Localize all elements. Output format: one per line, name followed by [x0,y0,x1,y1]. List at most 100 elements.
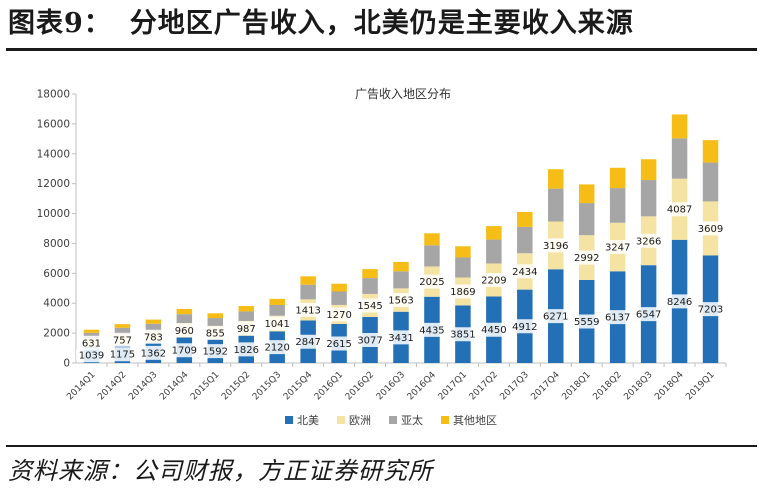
x-tick-label: 2016Q4 [406,370,439,403]
bar-segment [145,319,162,324]
data-label-bg [664,294,695,309]
bar-segment [424,245,440,267]
x-tick-label: 2016Q1 [313,370,345,402]
data-label: 1545 [357,301,382,312]
bar-segment [362,269,378,279]
bottom-rule [6,445,757,447]
data-label: 2847 [295,337,320,348]
bar-segment [517,226,533,254]
y-tick-label: 14000 [37,148,70,160]
data-label: 2025 [419,277,444,288]
data-label-bg [323,336,355,351]
data-label: 6137 [605,313,630,324]
bar-segment [578,184,595,204]
data-label-bg [633,233,665,248]
data-label: 6271 [543,312,568,323]
legend-label: 亚太 [401,414,423,427]
bar-segment [269,305,285,316]
data-label-bg [141,329,166,344]
data-label-bg [664,202,695,217]
y-tick-label: 10000 [37,208,70,220]
data-label: 1563 [388,296,413,307]
bar-segment [517,211,533,227]
bar-segment [486,226,502,240]
x-tick-label: 2015Q2 [220,370,252,402]
data-label: 1869 [450,287,475,298]
bar-segment [83,332,100,339]
data-label-bg [695,302,726,317]
data-label: 631 [82,338,101,349]
data-label: 4450 [481,325,506,336]
data-label: 4087 [667,205,692,216]
data-label: 6547 [636,310,661,321]
data-label-bg [354,298,386,313]
bar-segment [640,180,657,217]
legend-swatch [337,416,345,424]
bar-segment [362,278,378,294]
x-tick-label: 2017Q3 [499,370,531,402]
x-tick-label: 2014Q4 [158,370,191,403]
data-label: 1709 [172,346,197,357]
data-label-bg [571,314,603,329]
bar-segment [548,169,564,189]
data-label-bg [602,240,634,255]
bar-segment [609,188,626,223]
data-label: 3609 [698,224,723,235]
data-label: 783 [144,332,163,343]
bar-segment [114,327,131,335]
x-tick-label: 2017Q2 [468,370,500,402]
data-label: 2992 [574,253,599,264]
data-label-bg [261,316,293,331]
bar-segment [640,159,657,181]
data-label-bg [571,250,603,265]
data-label: 8246 [667,297,692,308]
data-label: 2434 [512,267,537,278]
data-label: 1826 [234,345,259,356]
figure-title: 图表9： 分地区广告收入，北美仍是主要收入来源 [8,4,634,44]
y-tick-label: 12000 [37,178,70,190]
data-label: 3851 [450,330,475,341]
bar-segment [238,306,254,312]
data-label: 7203 [698,305,723,316]
data-label-bg [172,323,197,338]
x-tick-label: 2014Q2 [96,370,128,402]
x-tick-label: 2014Q1 [65,370,97,402]
data-label-bg [385,293,417,308]
data-label: 1270 [326,310,351,321]
data-label: 1362 [141,348,166,359]
data-label-bg [540,309,572,324]
x-tick-label: 2015Q4 [282,370,315,403]
data-label-bg [230,342,262,357]
data-label: 2209 [481,275,506,286]
chart-data-labels: 1039 631 1175 757 1362 783 1709 960 1592 855 1826 9… [76,202,726,363]
bar-segment [269,298,285,306]
bar-segment [300,284,316,300]
data-label: 3196 [543,241,568,252]
bar-segment [702,140,719,163]
data-label-bg [292,302,324,317]
x-tick-label: 2017Q1 [437,370,469,402]
bar-segment [578,203,595,236]
data-label-bg [233,321,259,336]
data-label-bg [695,221,726,236]
data-label-bg [107,347,138,362]
x-tick-label: 2018Q1 [561,370,593,402]
data-label-bg [110,332,135,347]
bar-segment [671,138,688,179]
data-label-bg [292,334,324,349]
bar-segment [455,257,471,278]
bar-segment [455,246,471,258]
data-label: 960 [175,326,194,337]
bar-segment [331,283,347,292]
bar-segment [207,318,224,327]
data-label-bg [416,322,448,337]
x-tick-label: 2016Q3 [375,370,407,402]
data-label-bg [509,319,541,334]
data-label-bg [323,307,355,322]
bar-segment [331,291,347,305]
source-note: 资料来源：公司财报，方正证券研究所 [8,457,433,485]
data-label-bg [540,238,572,253]
bar-segment [702,162,719,202]
y-tick-label: 6000 [43,268,70,280]
bar-segment [424,233,440,246]
